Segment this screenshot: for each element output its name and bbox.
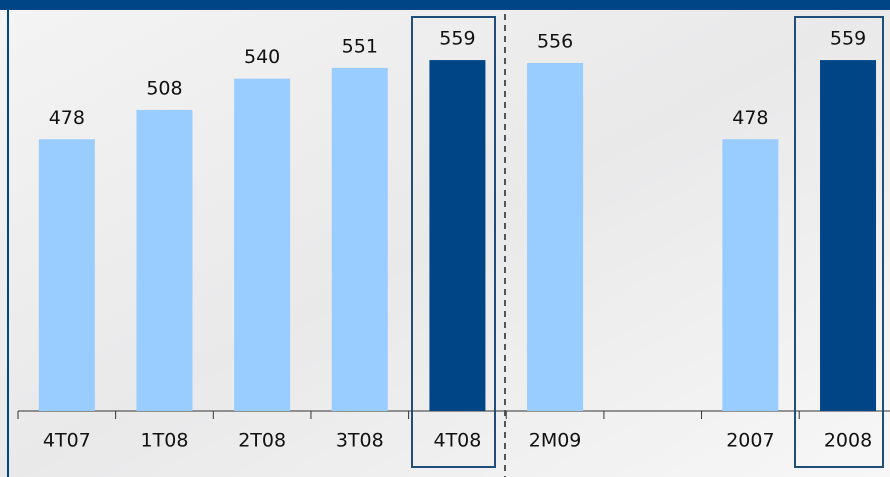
top-band — [0, 0, 890, 10]
x-tick-label: 3T08 — [336, 430, 384, 452]
x-tick-label: 2T08 — [238, 430, 286, 452]
x-tick-label: 1T08 — [141, 430, 189, 452]
bar — [331, 67, 388, 412]
value-label: 556 — [537, 31, 573, 53]
x-tick-label: 2007 — [726, 430, 774, 452]
bar — [38, 139, 95, 411]
x-tick-label: 2008 — [824, 430, 872, 452]
value-label: 559 — [439, 28, 475, 50]
bar — [820, 60, 877, 411]
bar — [429, 60, 486, 411]
x-tick-label: 4T08 — [433, 430, 481, 452]
bar — [136, 109, 193, 412]
value-label: 559 — [830, 28, 866, 50]
bar — [234, 78, 291, 412]
highlight-box — [794, 16, 884, 468]
bar — [527, 63, 584, 411]
value-label: 508 — [146, 77, 182, 99]
highlight-box — [411, 16, 496, 468]
value-label: 478 — [49, 107, 85, 129]
value-label: 478 — [732, 107, 768, 129]
x-tick-label: 4T07 — [43, 430, 91, 452]
value-label: 551 — [342, 35, 378, 57]
bar — [722, 139, 779, 411]
value-label: 540 — [244, 46, 280, 68]
x-tick-label: 2M09 — [529, 430, 582, 452]
